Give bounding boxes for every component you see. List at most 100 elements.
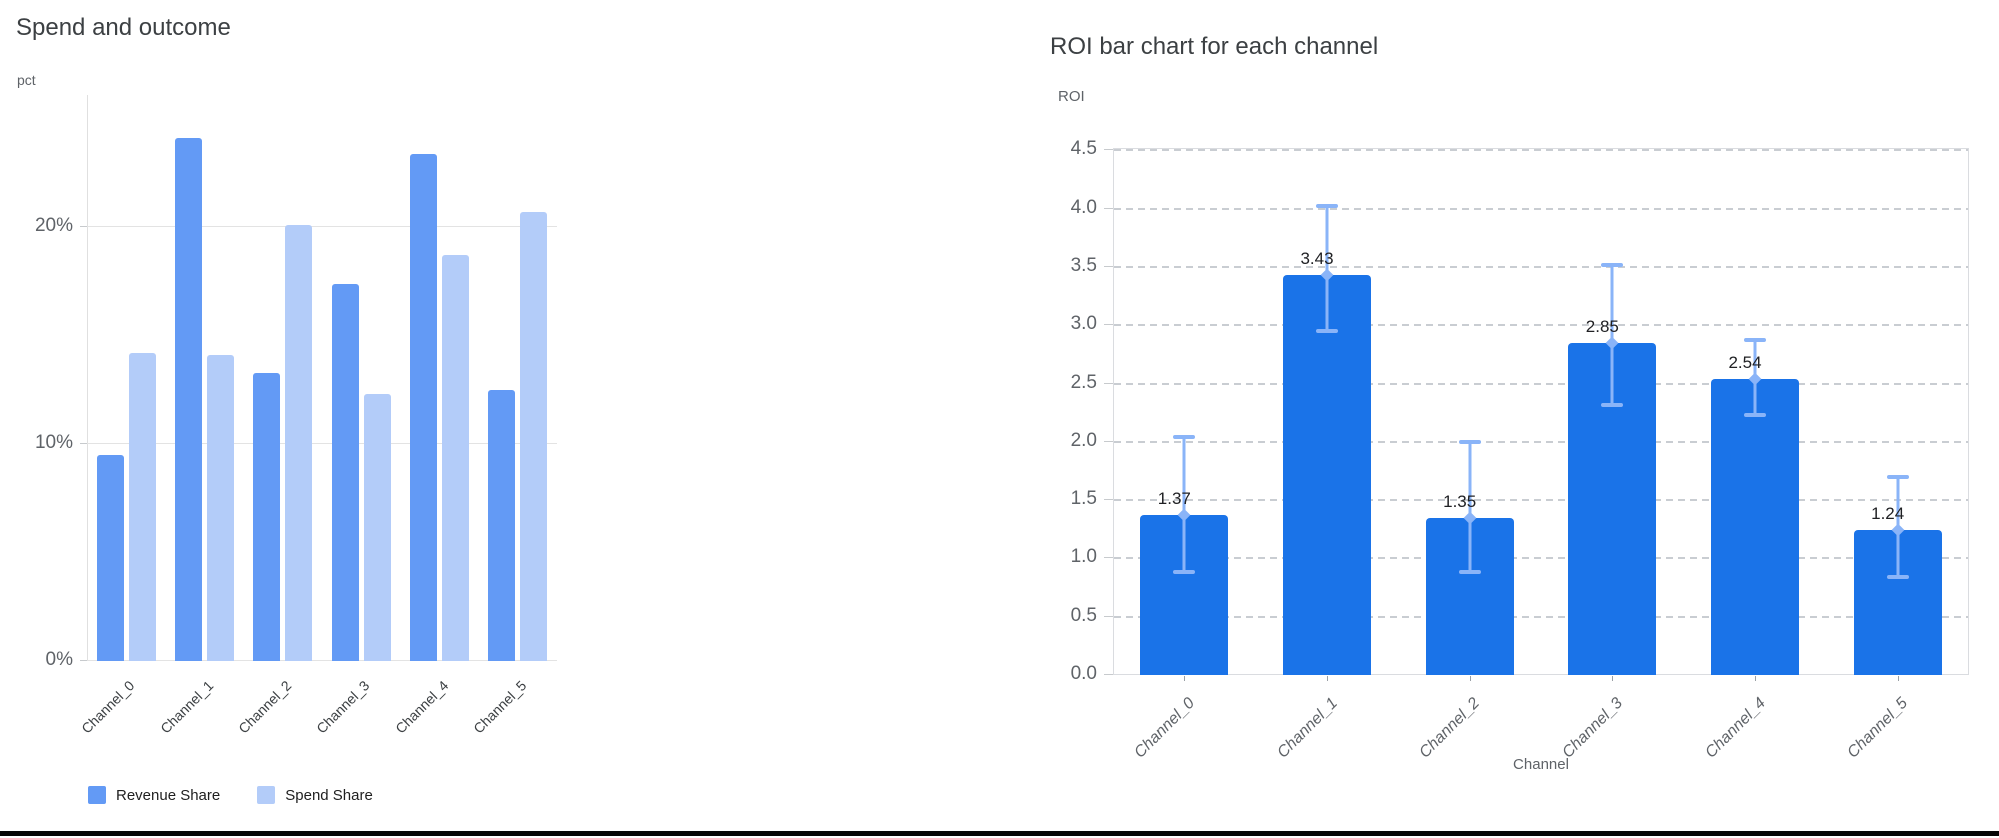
x-category-label-roi-Channel_2: Channel_2 bbox=[1416, 694, 1484, 762]
legend-swatch bbox=[257, 786, 276, 804]
y-tick-mark bbox=[1104, 557, 1113, 559]
error-bar-cap-bottom-Channel_3 bbox=[1601, 402, 1624, 407]
roi-value-label-Channel_1: 3.43 bbox=[1300, 249, 1334, 269]
x-category-label-Channel_4: Channel_4 bbox=[391, 677, 452, 737]
error-bar-cap-bottom-Channel_4 bbox=[1744, 412, 1766, 417]
error-bar-cap-top-Channel_3 bbox=[1601, 262, 1624, 267]
revenue-share-bar-Channel_1[interactable] bbox=[175, 138, 202, 661]
bottom-window-border bbox=[0, 831, 1999, 836]
y-tick-mark bbox=[1104, 382, 1113, 384]
roi-y-axis-label: ROI bbox=[1058, 88, 1085, 105]
roi-value-label-Channel_2: 1.35 bbox=[1443, 491, 1477, 511]
error-bar-cap-top-Channel_4 bbox=[1744, 338, 1766, 343]
error-bar-cap-bottom-Channel_2 bbox=[1458, 570, 1481, 575]
gridline-3.0 bbox=[1114, 324, 1968, 327]
error-bar-line-Channel_0 bbox=[1182, 437, 1186, 573]
legend-swatch bbox=[88, 786, 106, 804]
roi-value-label-Channel_4: 2.54 bbox=[1728, 352, 1762, 372]
gridline-4.0 bbox=[1114, 207, 1968, 210]
spend-outcome-title: Spend and outcome bbox=[16, 14, 231, 41]
x-tick-mark-Channel_0 bbox=[1184, 676, 1186, 681]
error-bar-cap-bottom-Channel_5 bbox=[1886, 575, 1909, 580]
error-bar-cap-bottom-Channel_1 bbox=[1316, 329, 1338, 334]
x-category-label-roi-Channel_4: Channel_4 bbox=[1701, 694, 1769, 762]
gridline-1.5 bbox=[1114, 499, 1968, 502]
y-tick-label: 1.5 bbox=[1070, 488, 1097, 510]
roi-bar-Channel_1[interactable] bbox=[1283, 275, 1371, 675]
y-tick-mark bbox=[80, 443, 87, 445]
y-axis-line bbox=[87, 95, 88, 661]
legend-label: Spend Share bbox=[285, 786, 373, 804]
legend-label: Revenue Share bbox=[116, 786, 221, 804]
revenue-share-bar-Channel_5[interactable] bbox=[488, 389, 516, 661]
revenue-share-bar-Channel_4[interactable] bbox=[410, 153, 437, 661]
y-tick-label: 4.5 bbox=[1070, 138, 1097, 160]
x-category-label-roi-Channel_5: Channel_5 bbox=[1844, 694, 1912, 762]
x-tick-mark-Channel_1 bbox=[1327, 676, 1328, 681]
spend-share-bar-Channel_0[interactable] bbox=[128, 353, 156, 661]
y-tick-label: 3.0 bbox=[1070, 313, 1097, 335]
gridline-4.5 bbox=[1114, 149, 1968, 152]
x-category-label-roi-Channel_0: Channel_0 bbox=[1131, 694, 1199, 762]
y-tick-label: 10% bbox=[34, 432, 73, 454]
gridline-0.5 bbox=[1114, 615, 1968, 618]
y-tick-label: 2.0 bbox=[1070, 429, 1097, 451]
y-tick-mark bbox=[1104, 324, 1113, 326]
spend-share-bar-Channel_3[interactable] bbox=[363, 394, 391, 661]
spend-share-bar-Channel_2[interactable] bbox=[285, 225, 313, 661]
roi-chart-title: ROI bar chart for each channel bbox=[1050, 33, 1379, 60]
x-category-label-Channel_5: Channel_5 bbox=[470, 677, 530, 737]
error-bar-line-Channel_2 bbox=[1468, 441, 1472, 573]
legend-item-spend-share[interactable]: Spend Share bbox=[257, 786, 373, 804]
revenue-share-bar-Channel_2[interactable] bbox=[253, 372, 281, 661]
gridline-0% bbox=[87, 660, 557, 661]
y-tick-label: 0.5 bbox=[1070, 604, 1097, 626]
y-tick-mark bbox=[80, 660, 87, 661]
legend-item-revenue-share[interactable]: Revenue Share bbox=[88, 786, 220, 804]
gridline-1.0 bbox=[1114, 557, 1968, 560]
gridline-2.5 bbox=[1114, 382, 1968, 385]
x-category-label-Channel_2: Channel_2 bbox=[235, 677, 295, 737]
error-bar-cap-top-Channel_1 bbox=[1316, 204, 1338, 209]
roi-value-label-Channel_3: 2.85 bbox=[1585, 316, 1619, 336]
y-tick-label: 20% bbox=[34, 215, 73, 237]
y-tick-mark bbox=[1104, 207, 1113, 209]
roi-value-label-Channel_5: 1.24 bbox=[1871, 504, 1905, 524]
y-tick-mark bbox=[1104, 265, 1113, 267]
spend-share-bar-Channel_4[interactable] bbox=[442, 255, 469, 661]
gridline-3.5 bbox=[1114, 265, 1968, 268]
gridline-20% bbox=[87, 226, 557, 228]
x-category-label-Channel_0: Channel_0 bbox=[78, 677, 138, 737]
x-category-label-Channel_1: Channel_1 bbox=[156, 677, 217, 737]
error-bar-cap-top-Channel_0 bbox=[1173, 435, 1196, 440]
error-bar-line-Channel_3 bbox=[1610, 264, 1614, 405]
y-tick-mark bbox=[1104, 499, 1113, 501]
y-tick-label: 1.0 bbox=[1070, 546, 1097, 568]
error-bar-cap-top-Channel_2 bbox=[1458, 439, 1481, 444]
x-category-label-roi-Channel_3: Channel_3 bbox=[1559, 694, 1627, 762]
y-tick-mark bbox=[1104, 615, 1113, 617]
x-tick-mark-Channel_4 bbox=[1755, 676, 1756, 681]
spend-share-bar-Channel_1[interactable] bbox=[207, 355, 234, 661]
y-tick-label: 0% bbox=[45, 649, 73, 670]
revenue-share-bar-Channel_0[interactable] bbox=[96, 454, 124, 661]
spend-outcome-legend: Revenue Share Spend Share bbox=[88, 786, 373, 804]
y-tick-label: 4.0 bbox=[1070, 196, 1097, 218]
roi-value-label-Channel_0: 1.37 bbox=[1157, 489, 1191, 509]
x-category-label-Channel_3: Channel_3 bbox=[313, 677, 373, 737]
y-tick-mark bbox=[1104, 149, 1113, 151]
x-category-label-roi-Channel_1: Channel_1 bbox=[1273, 694, 1341, 762]
x-tick-mark-Channel_5 bbox=[1897, 676, 1899, 681]
revenue-share-bar-Channel_3[interactable] bbox=[331, 283, 359, 661]
roi-plot-area: 1.37 3.43 1.35 2.85 2.54 1.24 bbox=[1113, 148, 1969, 675]
spend-share-bar-Channel_5[interactable] bbox=[520, 212, 548, 661]
spend-outcome-y-axis-unit: pct bbox=[17, 72, 36, 88]
y-tick-mark bbox=[80, 226, 87, 228]
roi-x-axis-title: Channel bbox=[1513, 756, 1569, 773]
error-bar-cap-top-Channel_5 bbox=[1886, 474, 1909, 479]
y-tick-label: 2.5 bbox=[1070, 371, 1097, 393]
y-tick-label: 0.0 bbox=[1070, 663, 1097, 684]
error-bar-line-Channel_1 bbox=[1325, 206, 1329, 332]
roi-bar-Channel_4[interactable] bbox=[1711, 378, 1799, 675]
